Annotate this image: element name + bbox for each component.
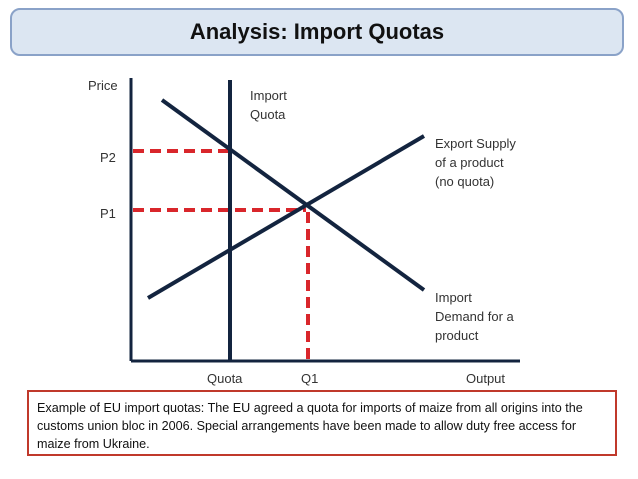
- demand-label-line-1: Import: [435, 290, 472, 305]
- demand-label-line-3: product: [435, 328, 479, 343]
- supply-label-line-1: Export Supply: [435, 136, 516, 151]
- example-note: Example of EU import quotas: The EU agre…: [27, 390, 617, 456]
- example-note-text: Example of EU import quotas: The EU agre…: [37, 401, 583, 451]
- export-supply-curve: [146, 134, 426, 300]
- quantity-label-quota: Quota: [207, 371, 243, 386]
- title-banner: Analysis: Import Quotas: [10, 8, 624, 56]
- price-label-p2: P2: [100, 150, 116, 165]
- quantity-label-q1: Q1: [301, 371, 318, 386]
- page-title: Analysis: Import Quotas: [189, 19, 445, 44]
- x-axis-label: Output: [466, 371, 505, 386]
- price-label-p1: P1: [100, 206, 116, 221]
- demand-label-line-2: Demand for a: [435, 309, 515, 324]
- import-demand-curve: [160, 98, 426, 292]
- supply-label-line-2: of a product: [435, 155, 504, 170]
- supply-label-line-3: (no quota): [435, 174, 494, 189]
- quota-label-line-2: Quota: [250, 107, 286, 122]
- import-quota-diagram: Price Output P2 P1 Quota Q1 Import Quota…: [88, 78, 520, 386]
- quota-label-line-1: Import: [250, 88, 287, 103]
- y-axis-label: Price: [88, 78, 118, 93]
